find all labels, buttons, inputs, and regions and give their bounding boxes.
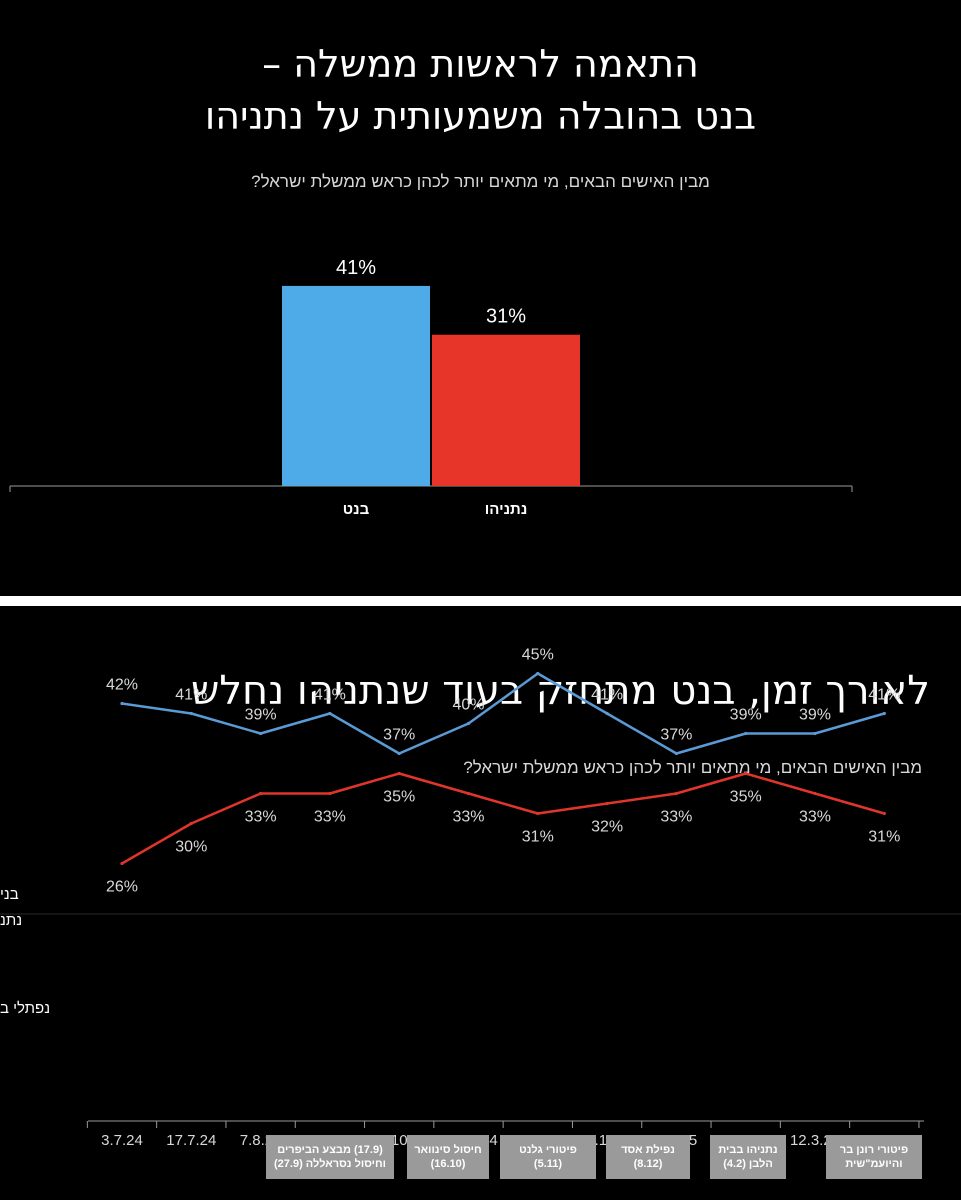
series-1-data-label-11: 39%	[799, 707, 831, 724]
x-tick-label-2: 17.7.24	[166, 1132, 216, 1149]
series-2-point-3	[259, 791, 263, 796]
series-2-point-4	[328, 791, 332, 796]
bar-chart: 41% בנט 31% נתניהו	[9, 257, 853, 518]
series-2-point-7	[536, 811, 540, 816]
event-box-1-line2: וחיסול נסראללה (27.9)	[273, 1158, 386, 1170]
event-box-4: נפילת אסד (8.12)	[606, 1135, 690, 1179]
series-1-point-1	[120, 701, 124, 706]
series-1-data-label-5: 37%	[383, 727, 415, 744]
bottom-question: מבין האישים הבאים, מי מתאים יותר לכהן כר…	[463, 758, 922, 777]
event-box-2-line1: חיסול סינוואר	[414, 1144, 482, 1156]
series-1-data-label-9: 37%	[660, 727, 692, 744]
event-box-3-line1: פיטורי גלנט	[519, 1144, 577, 1156]
cutoff-legend-label-1: בני	[0, 886, 19, 903]
series-2-point-5	[397, 771, 401, 776]
series-1-point-6	[466, 721, 471, 726]
series-line-2	[121, 772, 885, 865]
series-1-point-12	[882, 711, 886, 716]
series-line-1	[121, 672, 885, 755]
series-2-data-label-3: 33%	[245, 809, 277, 826]
series-1-point-3	[259, 731, 263, 736]
series-2-point-10	[744, 771, 748, 776]
series-1-point-4	[328, 711, 332, 716]
series-1-data-label-12: 41%	[868, 687, 900, 704]
series-1-data-label-7: 45%	[522, 647, 554, 664]
series-2-point-11	[813, 791, 817, 796]
series-2-point-9	[674, 791, 679, 796]
series-1-data-label-4: 41%	[314, 687, 346, 704]
series-1-data-label-8: 41%	[591, 687, 623, 704]
top-question: מבין האישים הבאים, מי מתאים יותר לכהן כר…	[251, 172, 710, 191]
bar-value-label-2: 31%	[486, 306, 526, 328]
series-1-point-5	[397, 751, 401, 756]
series-1-point-11	[813, 731, 817, 736]
series-2-data-label-1: 26%	[106, 879, 138, 896]
series-1-point-10	[744, 731, 748, 736]
bar-category-label-1: בנט	[343, 501, 370, 518]
series-2-point-6	[466, 791, 471, 796]
series-2-data-label-5: 35%	[383, 789, 415, 806]
series-1-point-7	[536, 671, 540, 676]
event-box-3-line2: (5.11)	[533, 1158, 563, 1170]
line-chart: 3.7.2417.7.247.8.2428.8.2410.10.2431.10.…	[0, 647, 961, 1149]
series-2-data-label-12: 31%	[868, 829, 900, 846]
series-2-point-8	[605, 801, 609, 806]
series-1-data-label-3: 39%	[245, 707, 277, 724]
series-2-data-label-9: 33%	[660, 809, 692, 826]
event-box-6-line1: פיטורי רונן בר	[839, 1144, 909, 1156]
event-box-5: נתניהו בבית הלבן (4.2)	[710, 1135, 786, 1179]
bar-2	[432, 334, 580, 486]
series-1-point-8	[605, 711, 609, 716]
bottom-title: לאורך זמן, בנט מתחזק בעוד שנתניהו נחלש	[190, 668, 930, 714]
bar-1	[282, 285, 430, 486]
event-box-4-line1: נפילת אסד	[621, 1144, 675, 1156]
series-1-data-label-6: 40%	[452, 697, 484, 714]
bar-value-label-1: 41%	[336, 257, 376, 279]
event-box-2: חיסול סינוואר (16.10)	[407, 1135, 489, 1179]
series-2-data-label-2: 30%	[175, 839, 207, 856]
series-2-data-label-7: 31%	[522, 829, 554, 846]
bottom-chart-panel: לאורך זמן, בנט מתחזק בעוד שנתניהו נחלש מ…	[0, 606, 961, 1200]
event-box-5-line1: נתניהו בבית	[718, 1144, 778, 1156]
cutoff-legend-label-2: נתנ	[0, 912, 23, 929]
series-2-point-2	[189, 821, 193, 826]
series-1-data-label-10: 39%	[730, 707, 762, 724]
series-2-point-12	[882, 811, 886, 816]
event-box-3: פיטורי גלנט (5.11)	[500, 1135, 596, 1179]
event-box-1: (17.9) מבצע הביפרים וחיסול נסראללה (27.9)	[266, 1135, 394, 1179]
series-1-point-2	[189, 711, 193, 716]
series-2-data-label-4: 33%	[314, 809, 346, 826]
top-title-line2: בנט בהובלה משמעותית על נתניהו	[204, 94, 757, 138]
series-1-data-label-1: 42%	[106, 677, 138, 694]
event-box-1-line1: (17.9) מבצע הביפרים	[277, 1144, 383, 1156]
event-box-6: פיטורי רונן בר והיועמ"שית	[826, 1135, 922, 1179]
event-box-4-line2: (8.12)	[633, 1158, 663, 1170]
event-box-2-line2: (16.10)	[430, 1158, 466, 1170]
series-1-point-9	[674, 751, 679, 756]
series-2-data-label-11: 33%	[799, 809, 831, 826]
bar-category-label-2: נתניהו	[485, 501, 528, 518]
series-2-data-label-8: 32%	[591, 819, 623, 836]
top-chart-panel: התאמה לראשות ממשלה – בנט בהובלה משמעותית…	[0, 0, 961, 596]
event-box-5-line2: הלבן (4.2)	[723, 1158, 773, 1170]
x-tick-label-1: 3.7.24	[101, 1132, 143, 1149]
event-box-6-line2: והיועמ"שית	[845, 1158, 903, 1170]
cutoff-legend-label-3: נפתלי ב	[0, 1000, 51, 1017]
series-1-data-label-2: 41%	[175, 687, 207, 704]
series-2-data-label-10: 35%	[730, 789, 762, 806]
top-title-line1: התאמה לראשות ממשלה –	[262, 42, 699, 86]
series-2-data-label-6: 33%	[452, 809, 484, 826]
series-2-point-1	[120, 861, 124, 866]
